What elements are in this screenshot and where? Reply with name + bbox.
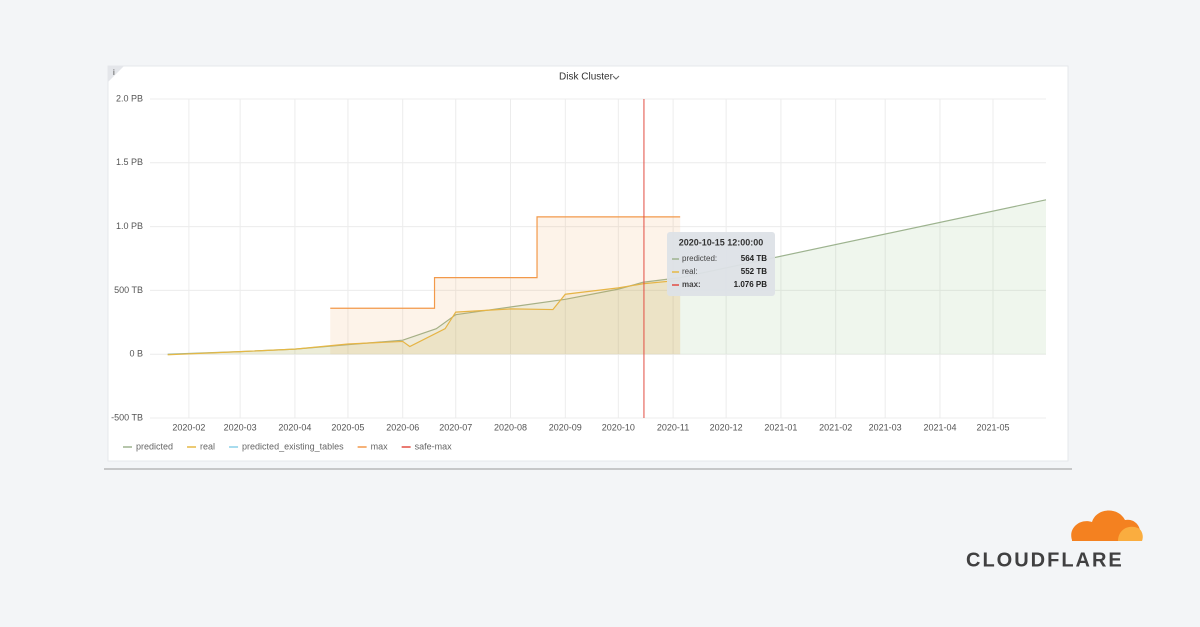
x-tick-label: 2021-03 — [869, 422, 902, 432]
tooltip-name: predicted: — [682, 254, 717, 263]
area — [167, 280, 681, 355]
tooltip: 2020-10-15 12:00:00 predicted: 564 TB real:… — [667, 232, 775, 296]
tooltip-name: max: — [682, 280, 701, 289]
legend-label[interactable]: predicted_existing_tables — [242, 441, 344, 451]
x-tick-label: 2020-03 — [224, 422, 257, 432]
x-tick-label: 2021-02 — [819, 422, 852, 432]
info-corner — [108, 66, 124, 82]
y-tick-label: 1.0 PB — [116, 221, 143, 231]
y-tick-label: -500 TB — [111, 412, 143, 422]
series-line — [167, 279, 681, 356]
x-tick-label: 2020-06 — [386, 422, 419, 432]
y-tick-label: 500 TB — [114, 285, 143, 295]
y-tick-label: 0 B — [129, 349, 143, 359]
info-icon[interactable]: i — [113, 68, 115, 77]
tooltip-value: 564 TB — [741, 254, 767, 263]
tooltip-time: 2020-10-15 12:00:00 — [679, 237, 764, 247]
legend-label[interactable]: max — [371, 441, 389, 451]
x-tick-label: 2020-05 — [331, 422, 364, 432]
x-tick-label: 2020-10 — [602, 422, 635, 432]
area — [167, 199, 1046, 355]
legend-label[interactable]: real — [200, 441, 215, 451]
y-tick-label: 2.0 PB — [116, 93, 143, 103]
x-tick-label: 2020-09 — [549, 422, 582, 432]
x-tick-label: 2020-11 — [657, 422, 689, 432]
x-tick-label: 2021-01 — [764, 422, 797, 432]
x-tick-label: 2020-08 — [494, 422, 527, 432]
cloud-small — [1118, 526, 1143, 541]
x-tick-label: 2020-07 — [439, 422, 472, 432]
brand-name: CLOUDFLARE — [966, 549, 1124, 571]
x-tick-label: 2021-05 — [976, 422, 1009, 432]
panel — [107, 65, 1069, 462]
chart-title[interactable]: Disk Cluster — [559, 72, 614, 83]
tooltip-value: 1.076 PB — [734, 280, 768, 289]
brand-logo: CLOUDFLARE — [966, 510, 1143, 571]
tooltip-name: real: — [682, 267, 698, 276]
legend-label[interactable]: predicted — [136, 441, 173, 451]
y-tick-label: 1.5 PB — [116, 157, 143, 167]
legend-label[interactable]: safe-max — [415, 441, 453, 451]
tooltip-value: 552 TB — [741, 267, 767, 276]
x-tick-label: 2020-02 — [172, 422, 205, 432]
area — [330, 216, 681, 355]
x-tick-label: 2020-12 — [710, 422, 743, 432]
x-tick-label: 2020-04 — [278, 422, 311, 432]
title-chevron[interactable] — [612, 75, 620, 80]
series-line — [330, 216, 681, 309]
tooltip-box — [667, 232, 775, 296]
x-tick-label: 2021-04 — [923, 422, 956, 432]
